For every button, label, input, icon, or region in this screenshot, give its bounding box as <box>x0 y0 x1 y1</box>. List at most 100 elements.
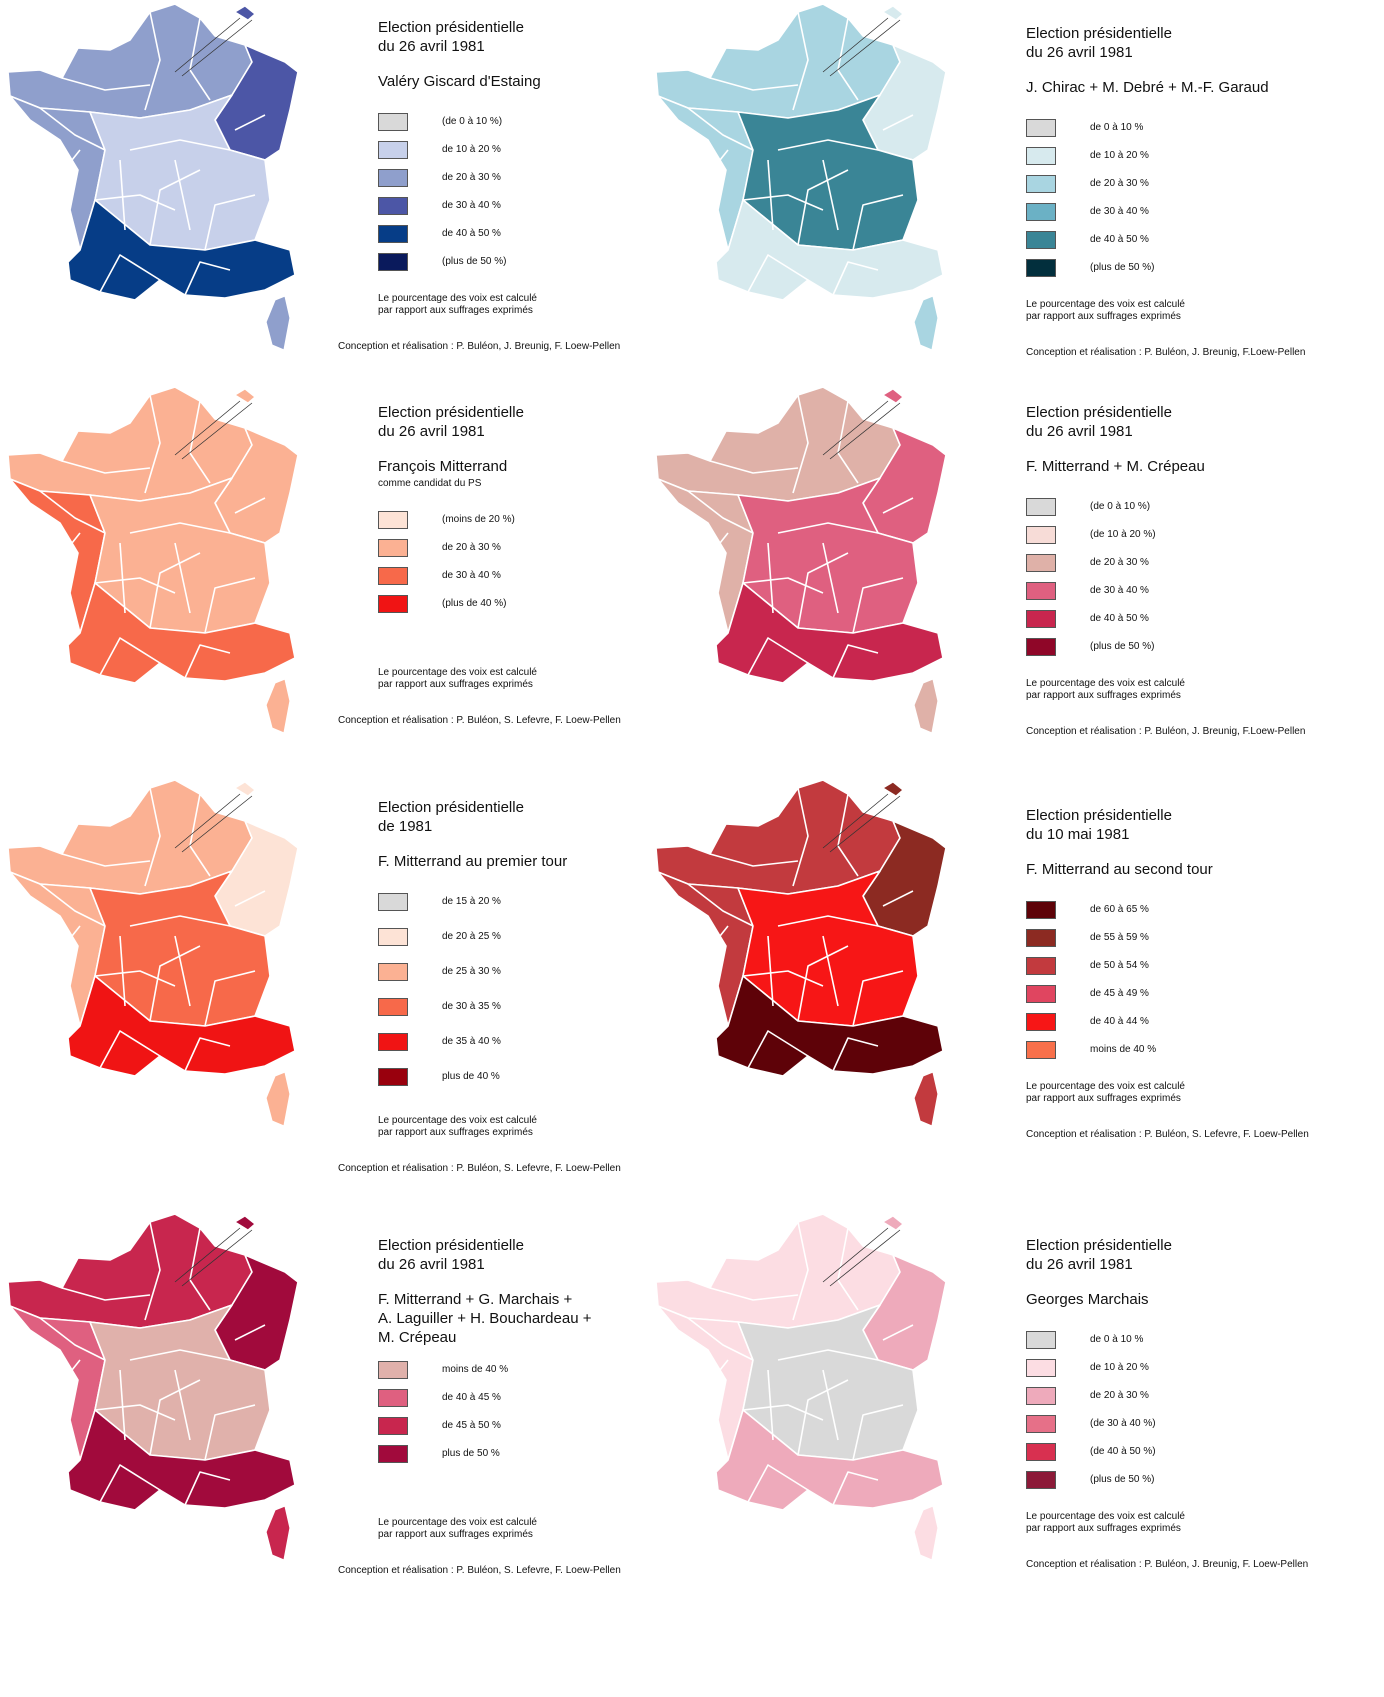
legend-label: de 0 à 10 % <box>1090 1334 1144 1345</box>
department-border <box>709 460 799 474</box>
corsica-region <box>265 1071 291 1127</box>
inset-connector <box>174 793 253 853</box>
legend-label: de 35 à 40 % <box>442 1036 501 1047</box>
legend-label: de 30 à 40 % <box>442 200 501 211</box>
legend-item: (de 40 à 50 %) <box>1026 1443 1336 1471</box>
legend: (de 0 à 10 %) de 10 à 20 % de 20 à 30 % de … <box>378 113 688 281</box>
legend-swatch <box>378 539 408 557</box>
footnote-line: par rapport aux suffrages exprimés <box>1026 1093 1181 1104</box>
department-border <box>144 11 161 111</box>
inset-connector <box>174 1227 253 1287</box>
department-border <box>742 1404 824 1421</box>
corsica-region <box>265 678 291 734</box>
corsica-region <box>265 1505 291 1561</box>
election-map-panel: Election présidentielle du 26 avril 1981 … <box>0 383 692 807</box>
inset-connector <box>174 17 253 77</box>
legend: moins de 40 % de 40 à 45 % de 45 à 50 % plu… <box>378 1361 688 1473</box>
department-border <box>119 542 126 614</box>
legend-swatch <box>1026 1041 1056 1059</box>
footnote: Le pourcentage des voix est calculé par r… <box>1026 1511 1336 1535</box>
legend-item: de 25 à 30 % <box>378 963 688 998</box>
department-border <box>777 139 879 151</box>
legend-item: de 20 à 25 % <box>378 928 688 963</box>
credit-line: Conception et réalisation : P. Buléon, J… <box>1026 347 1306 358</box>
legend-label: de 20 à 30 % <box>442 542 501 553</box>
department-border <box>99 254 161 293</box>
map-title: Election présidentielle du 10 mai 1981 <box>1026 806 1336 844</box>
footnote: Le pourcentage des voix est calculé par r… <box>1026 678 1336 702</box>
legend-item: de 40 à 50 % <box>1026 610 1336 638</box>
legend-label: de 40 à 50 % <box>1090 234 1149 245</box>
candidate-line: F. Mitterrand + M. Crépeau <box>1026 458 1205 475</box>
department-border <box>822 935 839 1007</box>
legend-swatch <box>1026 175 1056 193</box>
department-border <box>822 542 839 614</box>
footnote-line: par rapport aux suffrages exprimés <box>1026 1523 1181 1534</box>
legend-swatch <box>1026 929 1056 947</box>
credit-line: Conception et réalisation : P. Buléon, J… <box>338 341 621 352</box>
legend-item: de 30 à 40 % <box>1026 582 1336 610</box>
footnote-line: Le pourcentage des voix est calculé <box>1026 1081 1185 1092</box>
department-border <box>144 1221 161 1321</box>
title-line: Election présidentielle <box>378 1237 524 1254</box>
department-border <box>832 261 879 296</box>
legend-label: de 45 à 49 % <box>1090 988 1149 999</box>
corsica-region <box>913 295 939 351</box>
legend-swatch <box>378 511 408 529</box>
election-map-panel: Election présidentielle du 10 mai 1981 F.… <box>648 776 1340 1200</box>
footnote: Le pourcentage des voix est calculé par r… <box>378 1517 688 1541</box>
department-border <box>129 1349 231 1361</box>
department-border <box>797 945 849 1022</box>
legend-label: (de 30 à 40 %) <box>1090 1418 1156 1429</box>
credit-line: Conception et réalisation : P. Buléon, J… <box>1026 726 1306 737</box>
department-border <box>767 935 774 1007</box>
france-choropleth-map <box>0 383 340 783</box>
title-line: du 26 avril 1981 <box>1026 44 1133 61</box>
inset-connector <box>174 400 253 460</box>
department-border <box>777 522 879 534</box>
footnote-line: Le pourcentage des voix est calculé <box>1026 1511 1185 1522</box>
candidate-line: Valéry Giscard d'Estaing <box>378 73 541 90</box>
department-border <box>61 1287 151 1301</box>
department-border <box>822 159 839 231</box>
legend-item: (de 10 à 20 %) <box>1026 526 1336 554</box>
legend-swatch <box>1026 119 1056 137</box>
legend-label: plus de 50 % <box>442 1448 500 1459</box>
department-border <box>234 497 266 514</box>
legend-item: de 45 à 49 % <box>1026 985 1336 1013</box>
credit-line: Conception et réalisation : P. Buléon, S… <box>338 1163 621 1174</box>
france-choropleth-map <box>0 0 340 400</box>
legend-item: de 20 à 30 % <box>378 539 688 567</box>
legend-swatch <box>378 567 408 585</box>
paris-inset <box>233 781 256 797</box>
legend-label: de 10 à 20 % <box>1090 150 1149 161</box>
department-border <box>742 970 824 987</box>
department-border <box>832 1471 879 1506</box>
legend-swatch <box>1026 901 1056 919</box>
department-border <box>767 542 774 614</box>
legend-swatch <box>1026 610 1056 628</box>
department-border <box>184 644 231 679</box>
legend-swatch <box>1026 526 1056 544</box>
legend-swatch <box>378 1068 408 1086</box>
legend-label: de 45 à 50 % <box>442 1420 501 1431</box>
department-border <box>149 552 201 629</box>
legend-swatch <box>378 225 408 243</box>
department-border <box>61 77 151 91</box>
legend-item: de 20 à 30 % <box>1026 1387 1336 1415</box>
department-border <box>59 532 81 559</box>
legend-swatch <box>378 963 408 981</box>
legend-swatch <box>1026 1387 1056 1405</box>
corsica-region <box>913 1071 939 1127</box>
france-choropleth-map <box>0 1210 340 1610</box>
legend-swatch <box>1026 957 1056 975</box>
department-border <box>39 490 106 534</box>
legend-label: de 25 à 30 % <box>442 966 501 977</box>
candidate-line: A. Laguiller + H. Bouchardeau + <box>378 1310 592 1327</box>
department-border <box>204 194 256 251</box>
map-title: Election présidentielle du 26 avril 1981 <box>378 18 688 56</box>
legend-swatch <box>1026 203 1056 221</box>
credit-line: Conception et réalisation : P. Buléon, S… <box>338 715 621 726</box>
department-border <box>184 1471 231 1506</box>
legend-label: de 30 à 40 % <box>442 570 501 581</box>
